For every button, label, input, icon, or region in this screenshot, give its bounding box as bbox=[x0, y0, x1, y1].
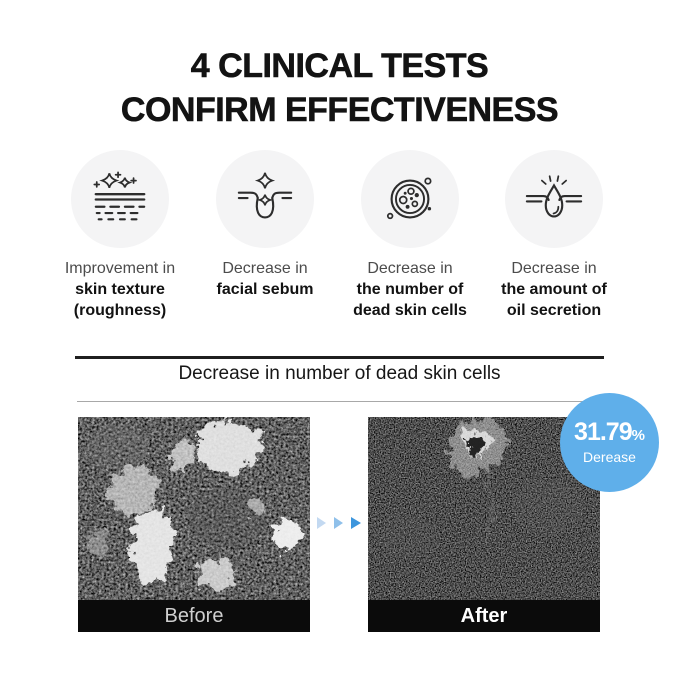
badge-value-row: 31.79% bbox=[574, 420, 645, 445]
label-line: Improvement in bbox=[64, 260, 176, 277]
before-photo: Before bbox=[78, 417, 310, 632]
after-label-bar: After bbox=[368, 600, 600, 632]
test-item-oil-secretion: Decrease in the amount of oil secretion bbox=[484, 150, 624, 321]
skin-texture-sparkle-icon bbox=[93, 171, 146, 221]
badge-percent-sign: % bbox=[631, 427, 645, 444]
page-title: 4 CLINICAL TESTS CONFIRM EFFECTIVENESS bbox=[0, 44, 679, 132]
test-label: Decrease in facial sebum bbox=[195, 258, 335, 300]
thin-divider bbox=[77, 401, 604, 402]
label-line: the number of bbox=[356, 281, 464, 298]
test-item-facial-sebum: Decrease in facial sebum bbox=[195, 150, 335, 300]
right-arrow-icon bbox=[351, 517, 361, 529]
label-line: the amount of bbox=[501, 281, 607, 298]
before-label-bar: Before bbox=[78, 600, 310, 632]
triple-right-arrows-icon bbox=[317, 517, 361, 529]
label-line: dead skin cells bbox=[353, 302, 467, 319]
test-item-skin-texture: Improvement in skin texture (roughness) bbox=[50, 150, 190, 321]
before-photo-image bbox=[78, 417, 310, 600]
dead-skin-cells-dish-icon bbox=[386, 177, 432, 220]
before-label: Before bbox=[164, 604, 224, 627]
right-arrow-icon bbox=[334, 517, 343, 529]
label-line: Decrease in bbox=[222, 260, 308, 277]
title-line: 4 CLINICAL TESTS bbox=[190, 47, 489, 86]
section-divider bbox=[75, 356, 604, 359]
test-label: Decrease in the number of dead skin cell… bbox=[340, 258, 480, 321]
label-line: oil secretion bbox=[506, 302, 602, 319]
icon-circle bbox=[71, 150, 169, 248]
test-label: Decrease in the amount of oil secretion bbox=[484, 258, 624, 321]
results-heading: Decrease in number of dead skin cells bbox=[178, 363, 501, 384]
label-line: Decrease in bbox=[367, 260, 453, 277]
label-line: skin texture bbox=[75, 281, 165, 298]
label-line: Decrease in bbox=[511, 260, 597, 277]
sebum-pore-sparkle-icon bbox=[237, 172, 293, 219]
badge-caption: Derease bbox=[583, 449, 636, 465]
icon-circle bbox=[216, 150, 314, 248]
oil-drop-pore-icon bbox=[525, 175, 583, 218]
test-item-dead-skin-cells: Decrease in the number of dead skin cell… bbox=[340, 150, 480, 321]
label-line: facial sebum bbox=[216, 281, 314, 298]
icon-circle bbox=[361, 150, 459, 248]
badge-value: 31.79 bbox=[574, 418, 633, 446]
label-line: (roughness) bbox=[73, 302, 167, 319]
title-line: CONFIRM EFFECTIVENESS bbox=[120, 91, 559, 130]
after-label: After bbox=[460, 604, 508, 627]
test-label: Improvement in skin texture (roughness) bbox=[50, 258, 190, 321]
icon-circle bbox=[505, 150, 603, 248]
microscope-texture-before bbox=[78, 417, 310, 600]
decrease-badge: 31.79% Derease bbox=[560, 393, 659, 492]
right-arrow-icon bbox=[317, 517, 326, 529]
